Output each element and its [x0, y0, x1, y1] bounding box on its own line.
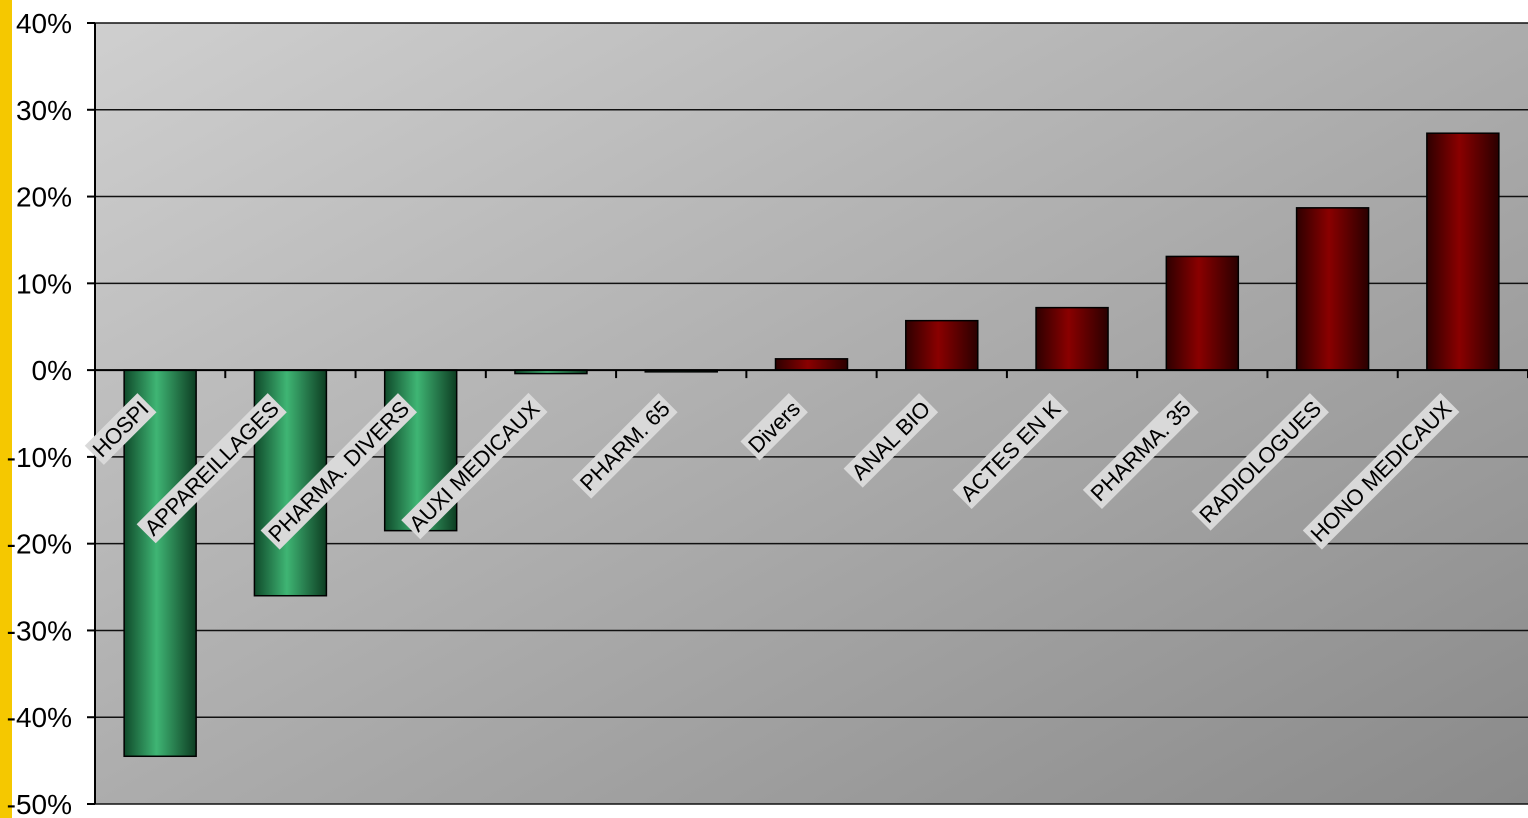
category-label-bg	[952, 392, 1069, 509]
category-label-bg	[1082, 393, 1199, 509]
y-tick-label: -10%	[7, 442, 72, 473]
bar-actes-en-k	[1035, 306, 1109, 371]
category-label-bg	[401, 392, 548, 540]
plot-area	[95, 23, 1528, 804]
y-tick-label: -30%	[7, 615, 72, 646]
category-label-bg	[740, 393, 808, 461]
bar-anal-bio	[905, 319, 979, 371]
y-tick-label: 10%	[16, 268, 72, 299]
category-label-bg	[84, 393, 157, 465]
category-label-bg	[260, 393, 418, 550]
y-tick-label: 40%	[16, 8, 72, 39]
y-tick-labels: 40% 30% 20% 10% 0% -10% -20% -30% -40% -50%	[7, 8, 72, 818]
bar-pharma-35	[1165, 255, 1240, 371]
plot-background	[95, 23, 1528, 804]
left-accent-strip	[0, 0, 12, 818]
y-tick-label: -50%	[7, 789, 72, 818]
y-tick-label: -40%	[7, 702, 72, 733]
bar-hospi	[123, 369, 197, 758]
y-tick-label: 30%	[16, 95, 72, 126]
axes	[87, 22, 1528, 805]
bar-radiologues	[1295, 207, 1370, 371]
category-label-bg	[572, 393, 678, 499]
bar-divers	[774, 358, 849, 371]
y-tick-label: -20%	[7, 529, 72, 560]
gridlines	[95, 22, 1528, 805]
y-tick-label: 0%	[32, 355, 72, 386]
category-label-bg	[1191, 393, 1329, 531]
category-label-bg	[136, 393, 287, 544]
category-label-bg	[1302, 392, 1460, 550]
category-label-bg	[843, 393, 939, 488]
bar-hono-medicaux	[1426, 132, 1500, 371]
y-tick-label: 20%	[16, 182, 72, 213]
